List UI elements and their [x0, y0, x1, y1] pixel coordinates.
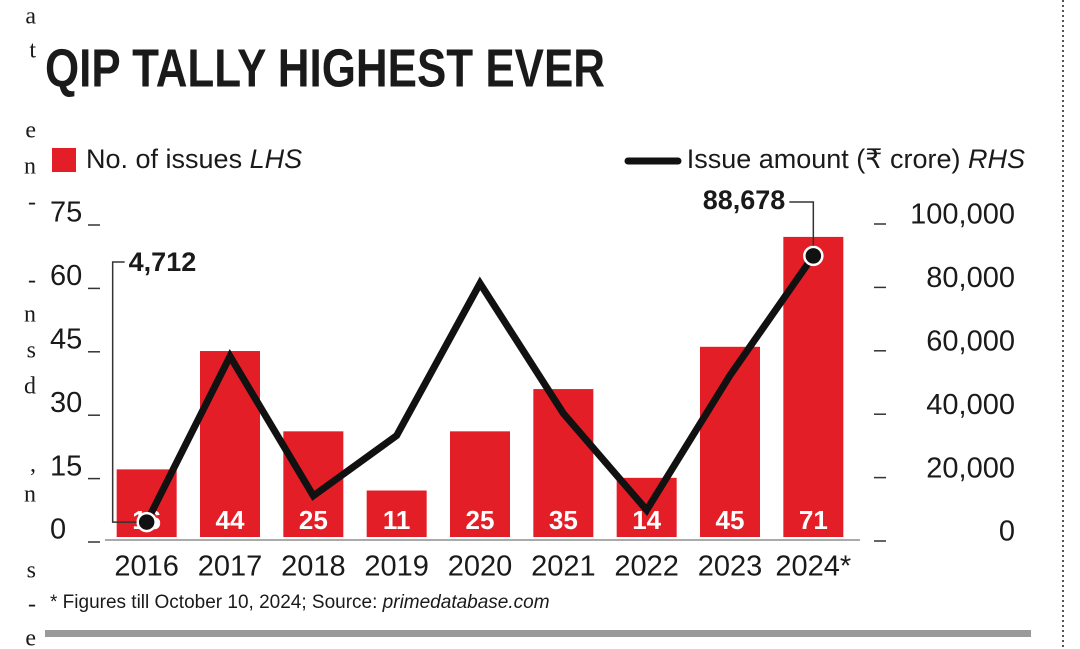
x-tick-label: 2019	[364, 551, 429, 583]
x-tick-label: 2018	[281, 551, 346, 583]
article-fragment: n	[24, 154, 36, 180]
article-fragment: d	[24, 374, 36, 400]
legend-axis-note: RHS	[968, 144, 1025, 174]
article-fragment: s	[27, 558, 36, 584]
legend-label: No. of issues	[86, 144, 242, 174]
line-point	[136, 511, 157, 533]
plot: 0 15 30 45 60 75 0 20,000 40,000 60,000 80,000 100,…	[24, 4, 1015, 649]
article-fragment: -	[28, 592, 36, 618]
article-fragment: -	[28, 190, 36, 216]
y-tick-label: 75	[50, 197, 82, 229]
footnote-text: * Figures till October 10, 2024; Source:	[50, 592, 383, 613]
bottom-rule	[45, 630, 1031, 637]
chart-title: QIP TALLY HIGHEST EVER	[45, 38, 605, 98]
article-fragment: e	[25, 118, 36, 144]
legend-entry: Issue amount (₹ crore) RHS	[687, 144, 1025, 174]
y2-tick-label: 100,000	[910, 199, 1015, 231]
bar-value-label: 45	[716, 505, 745, 535]
x-tick-label: 2017	[198, 551, 263, 583]
y2-tick-label: 40,000	[926, 389, 1015, 421]
article-fragment: -	[28, 268, 36, 294]
x-tick-label: 2024*	[775, 551, 851, 583]
bar	[366, 490, 427, 537]
x-tick-label: 2020	[448, 551, 513, 583]
y2-tick-label: 0	[999, 516, 1015, 548]
x-tick-label: 2016	[114, 551, 179, 583]
article-fragment: a	[25, 4, 36, 30]
y2-tick-label: 80,000	[926, 262, 1015, 294]
legend-entry: No. of issues LHS	[86, 144, 302, 174]
article-fragment: n	[24, 482, 36, 508]
callout	[111, 261, 137, 523]
bar-value-label: 25	[466, 505, 495, 535]
bar-value-label: 35	[549, 505, 578, 535]
legend-axis-note: LHS	[250, 144, 303, 174]
bar	[450, 431, 510, 537]
bar-value-label: 11	[383, 505, 411, 535]
article-fragment: t	[29, 38, 36, 64]
y2-tick-label: 60,000	[926, 325, 1015, 357]
y2-tick-label: 20,000	[926, 452, 1015, 484]
source: primedatabase.com	[382, 592, 550, 613]
x-tick-label: 2023	[698, 551, 763, 583]
x-tick-label: 2021	[531, 551, 596, 583]
bar	[200, 351, 260, 537]
legend-swatch	[52, 148, 76, 172]
data-label: 88,678	[703, 185, 786, 215]
bar-value-label: 44	[216, 505, 245, 535]
article-fragment: ,	[30, 452, 36, 478]
line-point	[803, 245, 824, 267]
y-tick-label: 15	[50, 450, 82, 482]
legend-label: Issue amount (₹ crore)	[687, 144, 961, 174]
callout	[789, 201, 815, 246]
x-tick-label: 2022	[614, 551, 679, 583]
line	[143, 253, 817, 524]
article-fragment: n	[24, 302, 36, 328]
y-tick-label: 30	[50, 387, 82, 419]
y-tick-label: 60	[50, 260, 82, 292]
bar-value-label: 25	[299, 505, 328, 535]
article-fragment: s	[27, 338, 36, 364]
footnote: * Figures till October 10, 2024; Source:…	[50, 592, 550, 613]
data-label: 4,712	[129, 247, 197, 277]
bar-value-label: 71	[799, 505, 828, 535]
y-tick-label: 0	[50, 514, 66, 546]
article-fragment: e	[25, 626, 36, 649]
y-tick-label: 45	[50, 323, 82, 355]
